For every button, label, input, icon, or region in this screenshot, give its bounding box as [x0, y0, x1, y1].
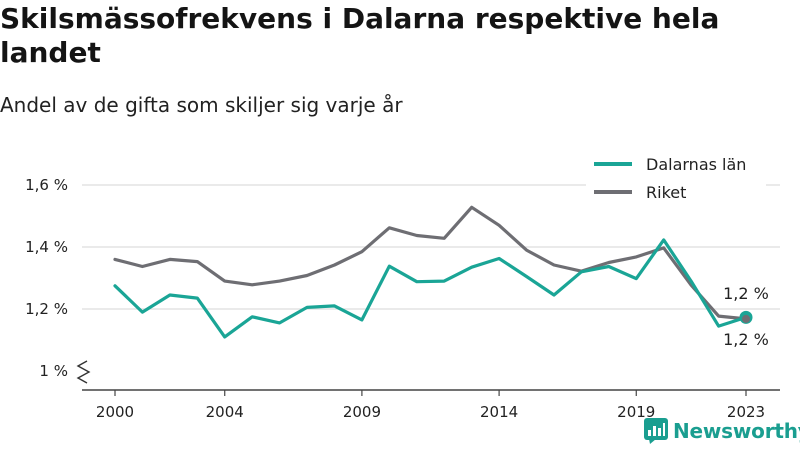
legend: Dalarnas län Riket [586, 150, 766, 210]
series-end-point [742, 314, 750, 323]
brand-name: Newsworthy [673, 419, 800, 443]
newsworthy-logo-icon [644, 418, 668, 444]
y-tick-label: 1,6 % [25, 176, 68, 194]
x-tick-label: 2023 [727, 403, 765, 421]
end-label-riket: 1,2 % [723, 284, 769, 303]
series-line-riket [113, 205, 748, 321]
y-tick-label: 1,2 % [25, 300, 68, 318]
series-line-dalarnas-lan [113, 238, 748, 339]
y-tick-label: 1,4 % [25, 238, 68, 256]
legend-label: Dalarnas län [646, 155, 746, 174]
x-tick-label: 2000 [96, 403, 134, 421]
chart-subtitle: Andel av de gifta som skiljer sig varje … [0, 93, 403, 117]
x-tick-label: 2019 [617, 403, 655, 421]
brand-logo: Newsworthy [644, 418, 800, 444]
x-tick-label: 2014 [480, 403, 518, 421]
chart-title: Skilsmässofrekvens i Dalarna respektive … [0, 2, 720, 69]
y-tick-label: 1 % [39, 362, 68, 380]
legend-label: Riket [646, 183, 686, 202]
end-label-dalarnas-lan: 1,2 % [723, 330, 769, 349]
x-tick-label: 2004 [206, 403, 244, 421]
x-tick-label: 2009 [343, 403, 381, 421]
y-axis-break-icon [76, 360, 91, 384]
legend-background [586, 150, 766, 210]
